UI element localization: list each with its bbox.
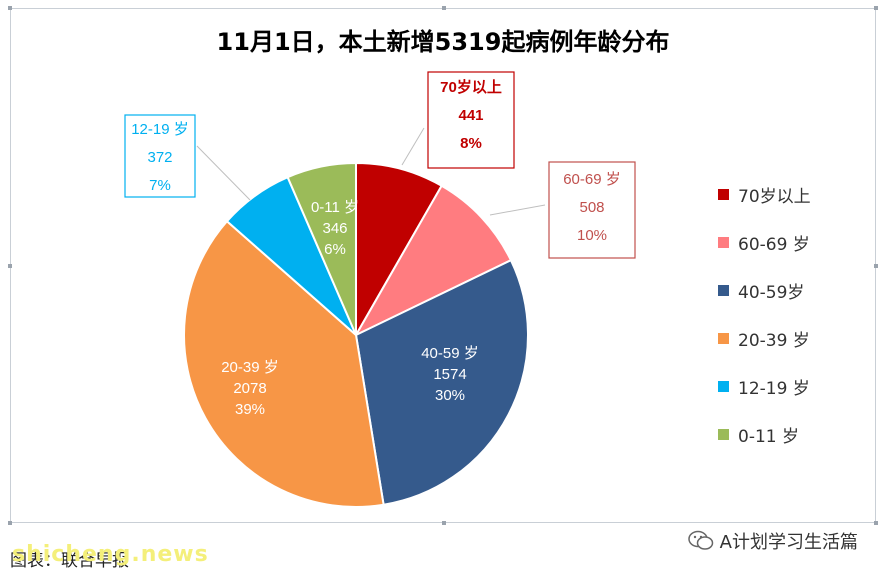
slice-data-label: 2078 bbox=[233, 380, 266, 397]
slice-data-label: 40-59 岁 bbox=[421, 345, 479, 362]
pie-slices bbox=[183, 161, 529, 508]
resize-handle-top[interactable] bbox=[442, 6, 446, 10]
legend-label: 60-69 岁 bbox=[738, 234, 810, 255]
resize-handle-bottom[interactable] bbox=[442, 521, 446, 525]
legend-label: 70岁以上 bbox=[738, 186, 811, 207]
resize-handle-bottom-right[interactable] bbox=[874, 521, 878, 525]
slice-data-label: 60-69 岁 bbox=[563, 171, 621, 188]
pie-slice bbox=[286, 161, 357, 336]
resize-handle-right[interactable] bbox=[874, 264, 878, 268]
legend-item: 40-59岁 bbox=[718, 278, 811, 303]
source-credit: 图表：联合早报 bbox=[10, 551, 129, 571]
legend: 70岁以上 60-69 岁 40-59岁 20-39 岁 12-19 岁 0-11 岁 bbox=[718, 182, 811, 470]
pie-slice bbox=[354, 258, 529, 506]
legend-label: 20-39 岁 bbox=[738, 330, 810, 351]
legend-item: 12-19 岁 bbox=[718, 374, 811, 399]
legend-swatch bbox=[718, 284, 729, 296]
pie-slice bbox=[183, 219, 385, 508]
slice-data-label: 70岁以上 bbox=[440, 78, 502, 96]
legend-item: 20-39 岁 bbox=[718, 326, 811, 351]
slice-data-label: 508 bbox=[579, 199, 604, 216]
slice-data-label: 346 bbox=[322, 220, 347, 237]
legend-swatch bbox=[718, 428, 729, 440]
pie-slice bbox=[353, 184, 513, 338]
resize-handle-top-right[interactable] bbox=[874, 6, 878, 10]
slice-data-label: 8% bbox=[460, 135, 482, 152]
leader-line bbox=[401, 127, 425, 166]
slice-data-label: 20-39 岁 bbox=[221, 359, 279, 376]
callout-box bbox=[548, 161, 636, 259]
legend-item: 0-11 岁 bbox=[718, 422, 811, 447]
legend-swatch bbox=[718, 332, 729, 344]
slice-data-label: 372 bbox=[147, 149, 172, 166]
pie-labels: 70岁以上 441 8% 60-69 岁 508 10% 40-59 岁 1574 30% 20-… bbox=[124, 71, 636, 418]
slice-data-label: 12-19 岁 bbox=[131, 121, 189, 138]
account-name: A计划学习生活篇 bbox=[719, 532, 858, 553]
legend-item: 70岁以上 bbox=[718, 182, 811, 207]
legend-label: 40-59岁 bbox=[738, 282, 805, 303]
slice-data-label: 7% bbox=[149, 177, 171, 194]
resize-handle-left[interactable] bbox=[8, 264, 12, 268]
leader-line bbox=[489, 204, 546, 216]
resize-handle-top-left[interactable] bbox=[8, 6, 12, 10]
slice-data-label: 39% bbox=[235, 401, 265, 418]
slice-data-label: 0-11 岁 bbox=[311, 199, 359, 216]
wechat-icon bbox=[687, 530, 713, 550]
legend-label: 12-19 岁 bbox=[738, 378, 810, 399]
pie-slice bbox=[355, 161, 443, 339]
slice-data-label: 441 bbox=[458, 107, 483, 124]
slice-data-label: 10% bbox=[577, 227, 607, 244]
callout-box bbox=[124, 114, 196, 198]
account-signature: A计划学习生活篇 bbox=[687, 528, 858, 554]
watermark-text: shicheng.news bbox=[12, 542, 209, 567]
legend-swatch bbox=[718, 236, 729, 248]
callout-box bbox=[427, 71, 515, 169]
chart-frame bbox=[8, 6, 878, 525]
resize-handle-bottom-left[interactable] bbox=[8, 521, 12, 525]
slice-data-label: 6% bbox=[324, 241, 346, 258]
legend-swatch bbox=[718, 188, 729, 200]
slice-data-label: 30% bbox=[435, 387, 465, 404]
legend-label: 0-11 岁 bbox=[738, 426, 799, 447]
chart-title: 11月1日，本土新增5319起病例年龄分布 bbox=[216, 28, 670, 56]
leader-line bbox=[196, 145, 251, 201]
legend-swatch bbox=[718, 380, 729, 392]
slice-data-label: 1574 bbox=[433, 366, 466, 383]
legend-item: 60-69 岁 bbox=[718, 230, 811, 255]
